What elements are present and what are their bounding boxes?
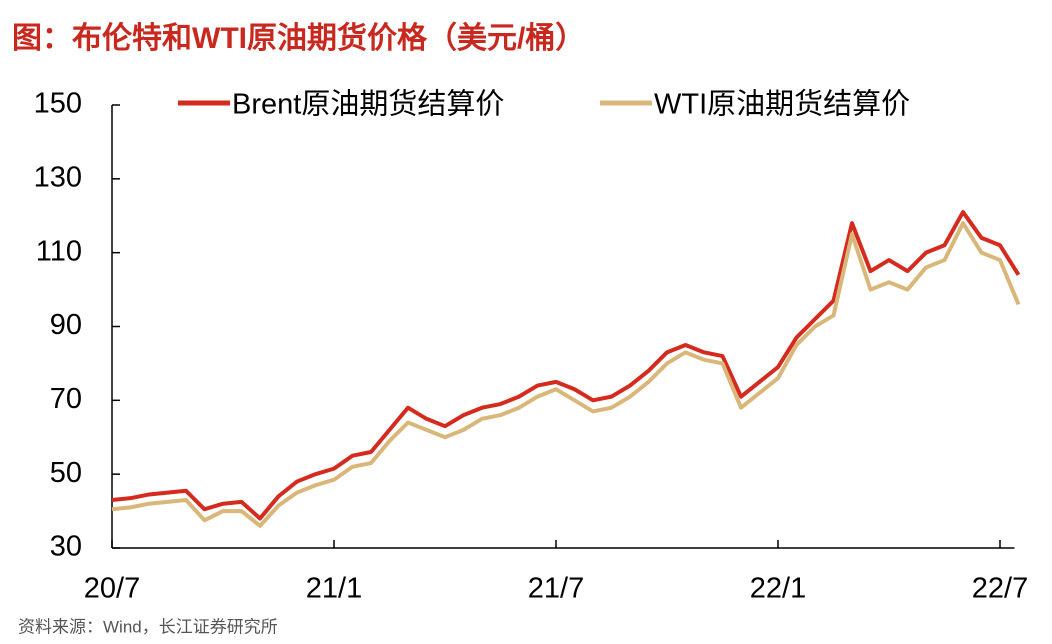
y-tick-label: 30 (50, 531, 82, 563)
y-tick-label: 110 (36, 235, 82, 267)
y-tick-label: 70 (50, 383, 82, 415)
x-tick-label: 21/7 (528, 573, 584, 605)
source-note: 资料来源：Wind，长江证券研究所 (18, 617, 278, 636)
legend-label: Brent原油期货结算价 (232, 88, 504, 121)
x-tick-label: 22/1 (750, 573, 806, 605)
x-tick-label: 22/7 (972, 573, 1028, 605)
y-tick-label: 150 (34, 88, 82, 120)
y-tick-label: 90 (50, 309, 82, 341)
legend-label: WTI原油期货结算价 (654, 88, 910, 121)
series-line (111, 210, 1021, 521)
y-tick-label: 130 (34, 161, 82, 193)
y-tick-label: 50 (50, 457, 82, 489)
x-tick-label: 20/7 (84, 573, 140, 605)
series-line (111, 221, 1021, 528)
x-tick-label: 21/1 (306, 573, 362, 605)
chart-title: 图：布伦特和WTI原油期货价格（美元/桶） (12, 21, 585, 55)
